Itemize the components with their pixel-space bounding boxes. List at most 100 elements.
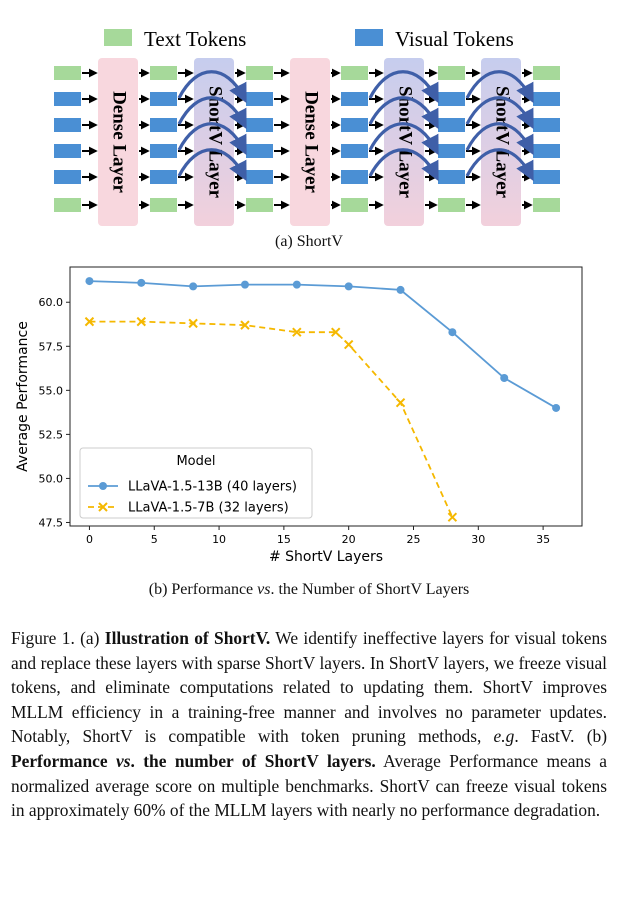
text-token-swatch <box>104 29 132 46</box>
data-point <box>240 280 249 289</box>
data-point <box>344 282 353 291</box>
token-legend: Text Tokens Visual Tokens <box>104 27 514 51</box>
data-point <box>448 328 457 337</box>
x-tick-label: 5 <box>151 533 158 546</box>
caption-bold-b2: . the number of ShortV layers. <box>130 750 376 771</box>
skip-arrow <box>465 122 534 156</box>
data-point <box>99 482 107 490</box>
skip-arrow <box>368 148 439 182</box>
visual-token <box>341 92 368 106</box>
data-point <box>552 403 561 412</box>
skip-arrow <box>177 96 247 130</box>
visual-token <box>150 170 177 184</box>
skip-arrow <box>368 70 439 104</box>
shortv-layer-label: ShortV Layer <box>205 86 226 199</box>
data-point <box>188 318 198 329</box>
data-point <box>292 280 301 289</box>
visual-token <box>246 92 273 106</box>
series-line <box>89 280 557 409</box>
visual-token-swatch <box>355 29 383 46</box>
visual-token <box>246 144 273 158</box>
visual-token <box>533 170 560 184</box>
visual-token <box>533 144 560 158</box>
dense-layer <box>290 58 330 226</box>
figure-b-caption-vs: vs <box>257 581 271 598</box>
legend-entry-label: LLaVA-1.5-13B (40 layers) <box>128 480 297 495</box>
text-token <box>54 198 81 212</box>
data-point <box>500 374 509 382</box>
skip-arrow <box>368 122 439 156</box>
skip-arrow <box>177 122 247 156</box>
visual-token <box>150 144 177 158</box>
caption-text-2: . FastV. (b) <box>514 726 607 747</box>
plot-frame <box>69 266 583 527</box>
visual-token <box>341 170 368 184</box>
text-token <box>246 66 273 80</box>
text-token <box>246 198 273 212</box>
shortv-layer-label: ShortV Layer <box>492 86 513 199</box>
x-tick-label: 25 <box>406 533 420 546</box>
data-point <box>85 277 94 286</box>
x-tick-label: 30 <box>471 533 485 546</box>
y-axis-label: Average Performance <box>15 321 31 472</box>
caption-bold-a: Illustration of ShortV. <box>104 628 271 648</box>
visual-token <box>150 92 177 106</box>
text-token <box>533 198 560 212</box>
y-tick-label: 52.5 <box>39 428 64 441</box>
caption-bold-vs: vs <box>115 750 131 771</box>
data-point <box>343 339 354 350</box>
visual-token <box>533 118 560 132</box>
x-tick-label: 35 <box>536 533 550 546</box>
shortv-layer-label: ShortV Layer <box>395 86 416 199</box>
dense-layer <box>98 58 138 226</box>
visual-token <box>246 118 273 132</box>
text-token <box>341 198 368 212</box>
visual-token <box>54 144 81 158</box>
performance-line-chart: 0 5 10 15 20 25 30 35 47.5 50.0 52.5 55.0 57.5 60.0 # … <box>15 266 583 565</box>
legend-box <box>79 447 313 519</box>
text-token <box>533 66 560 80</box>
data-point <box>136 316 146 327</box>
figure-b-caption: (b) Performance vs. the Number of ShortV… <box>0 581 618 599</box>
x-tick-label: 10 <box>212 533 226 546</box>
visual-token <box>341 118 368 132</box>
y-tick-label: 60.0 <box>39 296 64 309</box>
x-tick-label: 20 <box>342 533 356 546</box>
data-point <box>98 502 108 512</box>
y-tick-label: 57.5 <box>39 340 64 353</box>
legend-title: Model <box>176 454 215 469</box>
y-tick-label: 50.0 <box>39 472 64 485</box>
visual-token <box>438 118 465 132</box>
visual-token <box>246 170 273 184</box>
visual-tokens-label: Visual Tokens <box>395 27 514 51</box>
data-point <box>395 397 406 408</box>
x-tick-label: 0 <box>86 533 93 546</box>
visual-token <box>438 170 465 184</box>
text-token <box>150 198 177 212</box>
text-token <box>438 198 465 212</box>
x-tick-label: 15 <box>277 533 291 546</box>
text-token <box>341 66 368 80</box>
caption-eg: e.g <box>493 726 515 747</box>
data-point <box>447 512 458 522</box>
data-point <box>189 282 198 291</box>
caption-label: Figure 1. (a) <box>11 628 105 648</box>
shortv-architecture-diagram: Text Tokens Visual Tokens Dense Layer Sho… <box>54 27 560 226</box>
skip-arrow <box>177 148 247 182</box>
skip-arrow <box>368 96 439 130</box>
data-point <box>292 327 302 337</box>
visual-token <box>533 92 560 106</box>
y-tick-label: 47.5 <box>39 516 64 529</box>
skip-arrow <box>465 70 534 104</box>
text-tokens-label: Text Tokens <box>144 27 246 51</box>
visual-token <box>54 118 81 132</box>
dense-layer-label: Dense Layer <box>109 91 130 193</box>
data-point <box>331 327 341 337</box>
dense-layer-label: Dense Layer <box>301 91 322 193</box>
caption-text-1: We identify ineffective layers for visua… <box>11 628 607 747</box>
text-token <box>150 66 177 80</box>
legend-entry-label: LLaVA-1.5-7B (32 layers) <box>128 501 289 516</box>
caption-text-3: Average Performance means a normalized a… <box>11 750 607 821</box>
data-point <box>240 320 250 330</box>
y-tick-label: 55.0 <box>39 384 64 397</box>
